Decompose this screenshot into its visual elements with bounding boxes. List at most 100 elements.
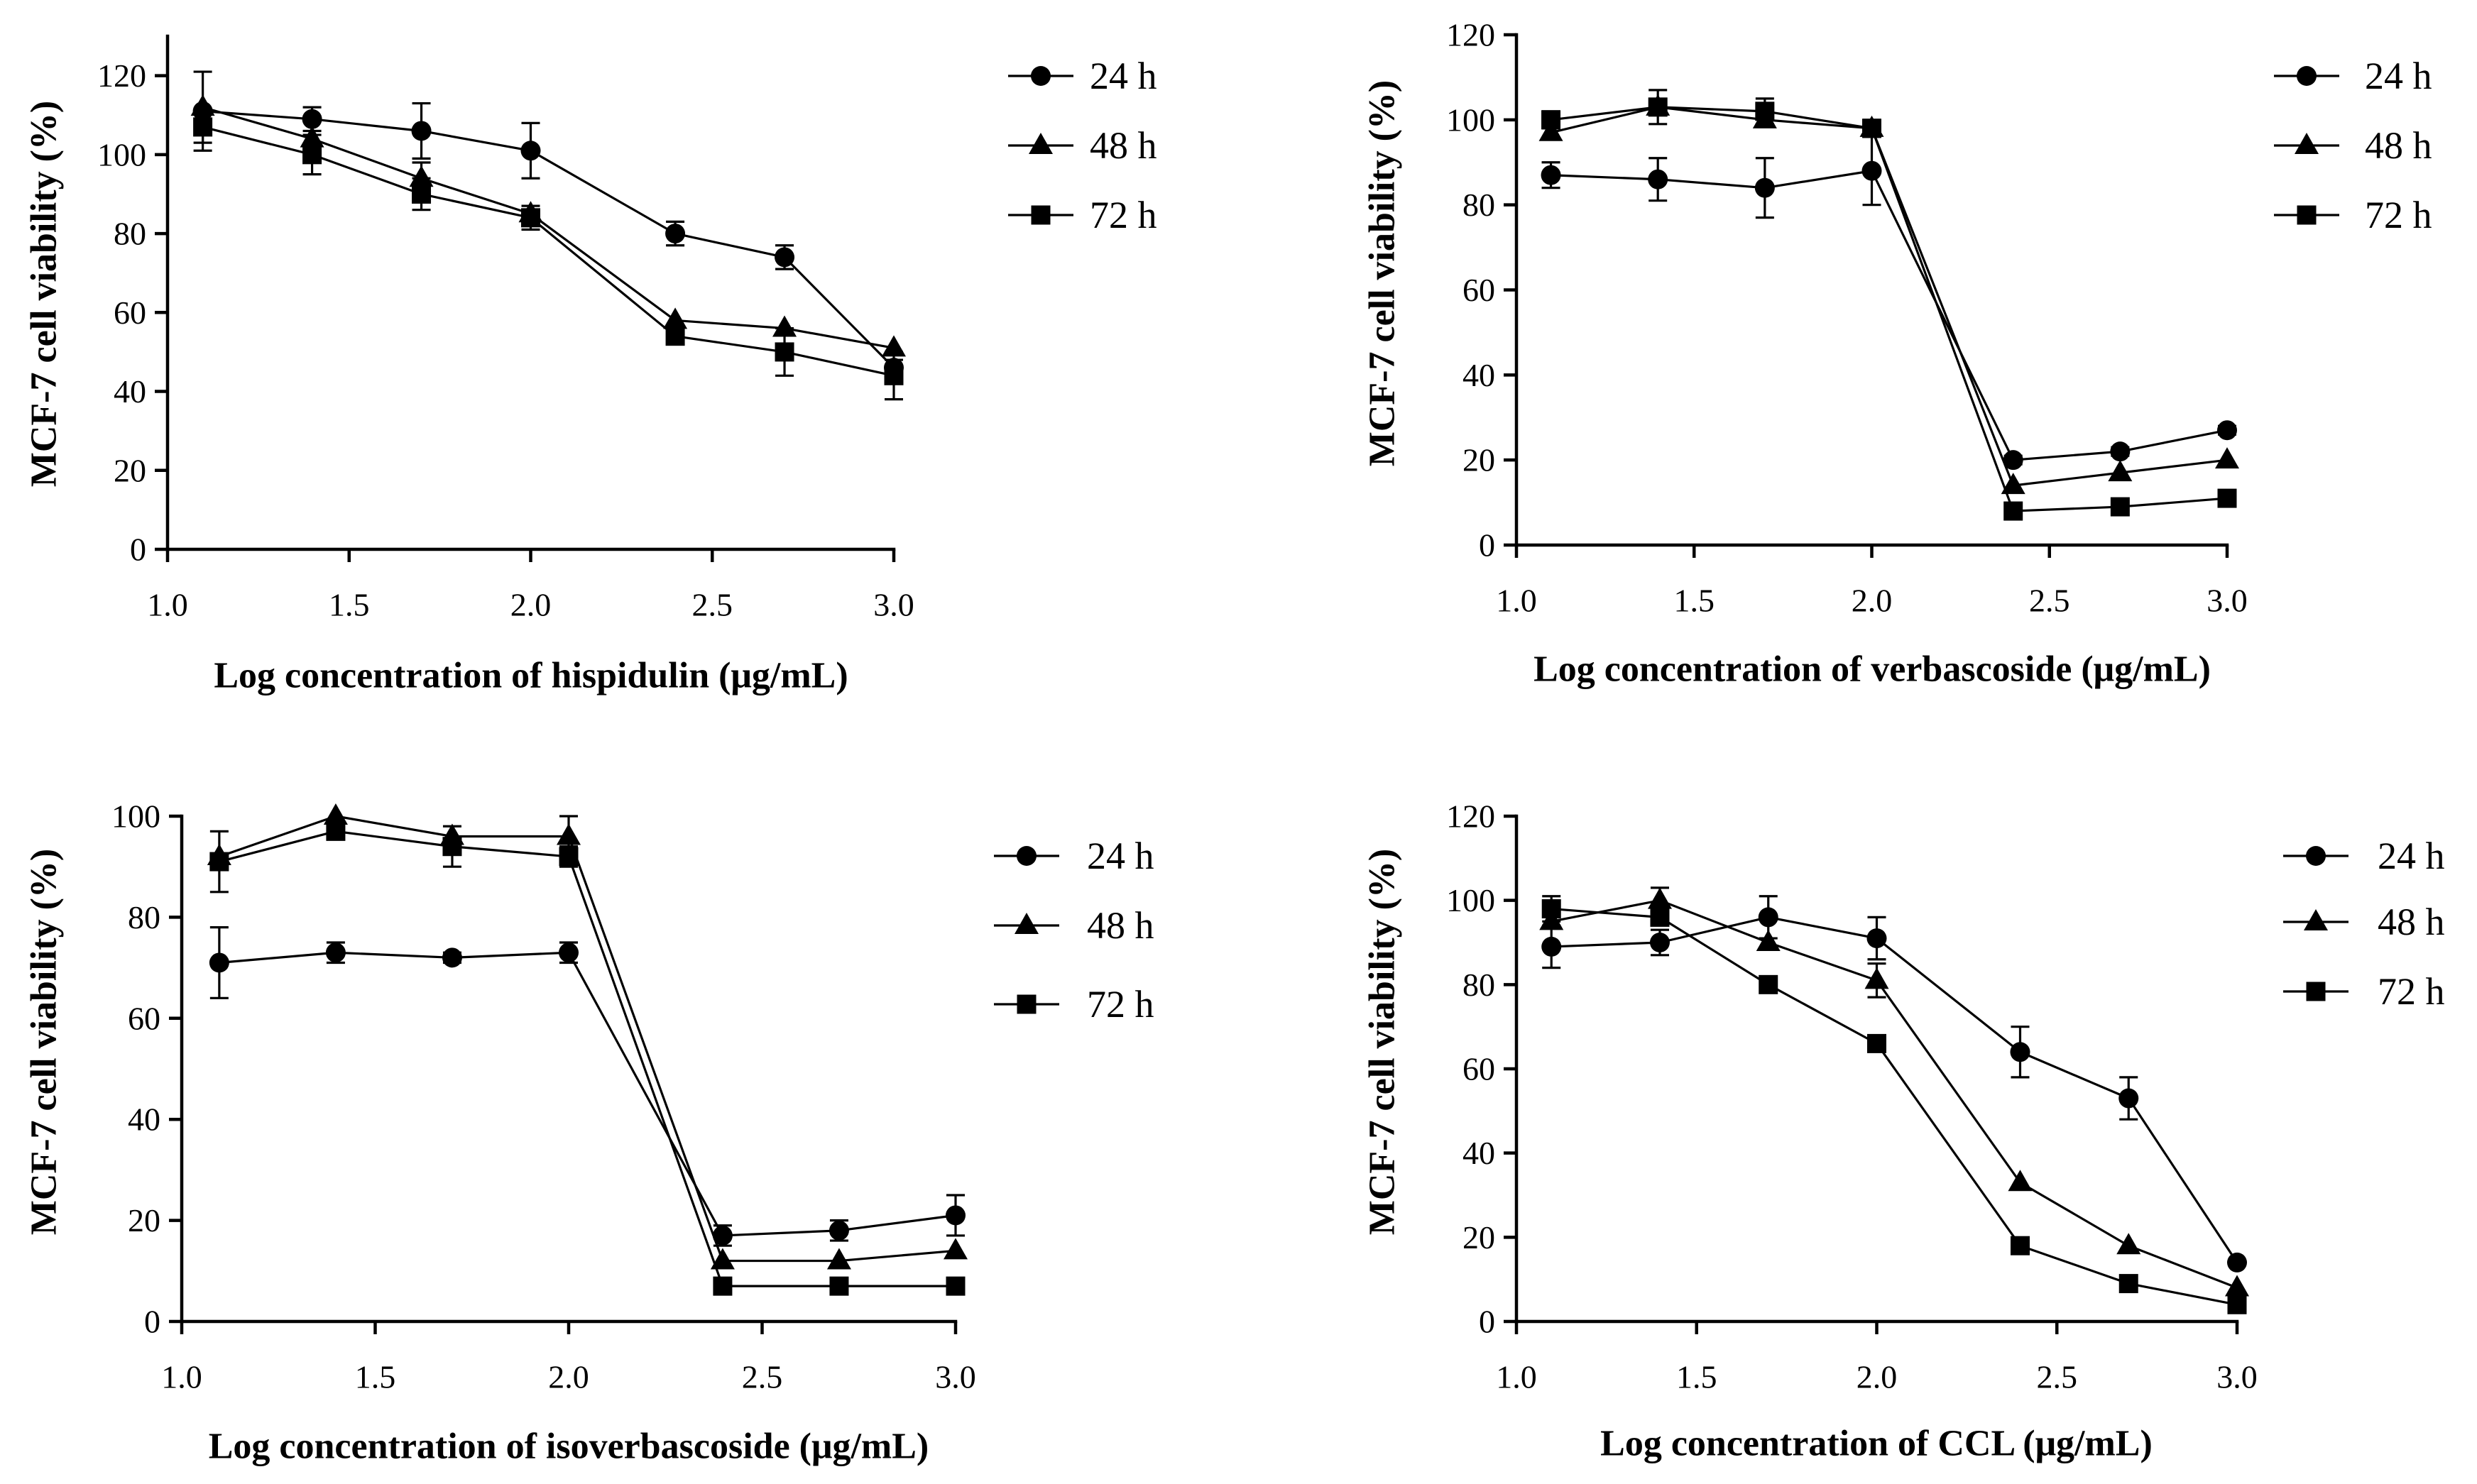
series-line-24h bbox=[1551, 916, 2238, 1263]
data-point-48h bbox=[944, 1238, 968, 1260]
legend-item-48h: 48 h bbox=[1008, 124, 1157, 167]
y-tick-label: 100 bbox=[1446, 101, 1495, 138]
legend-item-72h: 72 h bbox=[994, 983, 1154, 1026]
legend-item-24h: 24 h bbox=[2274, 55, 2432, 97]
data-point-72h bbox=[1862, 119, 1881, 138]
chart-panel-4: 0 20 40 60 80 100 120 1.0 1.5 2.0 2.5 3.0 Log concen… bbox=[1362, 798, 2445, 1464]
data-point-48h bbox=[2116, 1233, 2141, 1255]
data-point-48h bbox=[1539, 908, 1564, 930]
data-point-24h bbox=[302, 109, 322, 129]
data-point-72h bbox=[2003, 501, 2023, 521]
legend-label: 48 h bbox=[1087, 904, 1154, 947]
x-axis-title: Log concentration of hispidulin (μg/mL) bbox=[214, 656, 848, 696]
data-point-48h bbox=[882, 335, 906, 357]
y-tick-label: 80 bbox=[1462, 187, 1495, 223]
legend-label: 24 h bbox=[2378, 835, 2445, 877]
data-point-24h bbox=[2110, 441, 2131, 462]
x-tick-label: 3.0 bbox=[935, 1359, 976, 1395]
y-tick-label: 20 bbox=[114, 452, 146, 488]
y-tick-label: 0 bbox=[1479, 1304, 1495, 1340]
legend-marker-triangle bbox=[1015, 913, 1039, 934]
data-point-72h bbox=[884, 365, 904, 385]
y-tick-label: 100 bbox=[111, 798, 160, 835]
data-point-72h bbox=[2118, 1274, 2138, 1294]
legend-marker-square bbox=[2297, 205, 2317, 225]
y-tick-label: 60 bbox=[1462, 1051, 1495, 1087]
data-point-48h bbox=[772, 315, 797, 337]
data-point-72h bbox=[412, 184, 432, 204]
y-tick-label: 40 bbox=[1462, 357, 1495, 393]
data-point-72h bbox=[829, 1276, 849, 1296]
data-point-24h bbox=[411, 121, 432, 141]
data-point-48h bbox=[663, 307, 688, 329]
data-point-72h bbox=[521, 208, 540, 228]
x-tick-label: 3.0 bbox=[2216, 1359, 2258, 1395]
y-tick-label: 20 bbox=[1462, 442, 1495, 478]
x-tick-label: 3.0 bbox=[873, 587, 914, 623]
data-point-72h bbox=[2217, 488, 2237, 508]
legend-marker-triangle bbox=[2295, 133, 2319, 154]
data-point-72h bbox=[946, 1276, 966, 1296]
data-point-24h bbox=[325, 942, 346, 963]
data-point-24h bbox=[1541, 936, 1562, 957]
data-point-72h bbox=[1648, 97, 1668, 117]
data-point-48h bbox=[826, 1248, 851, 1270]
data-point-48h bbox=[710, 1248, 735, 1270]
data-point-24h bbox=[2217, 420, 2237, 441]
data-point-24h bbox=[1758, 907, 1778, 928]
x-tick-label: 2.0 bbox=[548, 1359, 589, 1395]
data-point-24h bbox=[559, 942, 579, 963]
data-point-24h bbox=[442, 947, 462, 968]
data-point-72h bbox=[1759, 974, 1778, 994]
y-tick-label: 40 bbox=[128, 1101, 160, 1138]
legend-item-48h: 48 h bbox=[2274, 124, 2432, 167]
legend: 24 h 48 h 72 h bbox=[994, 835, 1154, 1026]
data-point-48h bbox=[1538, 119, 1563, 141]
data-point-24h bbox=[209, 952, 229, 973]
y-axis-title: MCF-7 cell viability (%) bbox=[24, 101, 65, 487]
data-point-72h bbox=[193, 117, 213, 137]
y-axis-title: MCF-7 cell viability (%) bbox=[1362, 849, 1403, 1235]
data-point-24h bbox=[665, 224, 686, 244]
data-point-72h bbox=[775, 342, 794, 362]
legend-item-24h: 24 h bbox=[994, 835, 1154, 877]
y-tick-label: 60 bbox=[114, 295, 146, 331]
data-point-72h bbox=[1541, 110, 1561, 130]
y-tick-label: 0 bbox=[1479, 527, 1495, 564]
x-tick-label: 3.0 bbox=[2207, 583, 2248, 619]
x-tick-label: 1.5 bbox=[1676, 1359, 1717, 1395]
data-point-24h bbox=[520, 141, 541, 161]
series-line-24h bbox=[1551, 170, 2228, 461]
legend-label: 24 h bbox=[1090, 55, 1157, 97]
series-line-48h bbox=[219, 815, 956, 1263]
legend-marker-square bbox=[1031, 205, 1051, 225]
data-point-48h bbox=[2225, 1275, 2249, 1297]
data-point-24h bbox=[2118, 1088, 2139, 1109]
legend: 24 h 48 h 72 h bbox=[2283, 835, 2445, 1013]
data-point-72h bbox=[713, 1276, 733, 1296]
series-line-24h bbox=[219, 951, 956, 1237]
data-point-72h bbox=[665, 326, 685, 346]
legend-label: 72 h bbox=[2378, 970, 2445, 1013]
legend-label: 48 h bbox=[2365, 124, 2432, 167]
data-point-72h bbox=[1541, 899, 1561, 919]
data-point-24h bbox=[1754, 177, 1775, 198]
data-point-24h bbox=[2010, 1042, 2030, 1062]
y-axis-title: MCF-7 cell viability (%) bbox=[24, 849, 65, 1235]
data-point-72h bbox=[1867, 1033, 1886, 1053]
x-axis-title: Log concentration of verbascoside (μg/mL… bbox=[1533, 649, 2211, 690]
chart-panel-1: 0 20 40 60 80 100 120 1.0 1.5 2.0 2.5 3.0 Log concen… bbox=[24, 34, 1157, 696]
data-point-24h bbox=[829, 1220, 849, 1241]
data-point-72h bbox=[1755, 101, 1775, 121]
legend-marker-circle bbox=[2297, 66, 2317, 86]
data-point-72h bbox=[559, 847, 579, 867]
chart-panel-2: 0 20 40 60 80 100 120 1.0 1.5 2.0 2.5 3.0 Log concen… bbox=[1362, 17, 2432, 690]
legend-item-72h: 72 h bbox=[1008, 194, 1157, 236]
data-point-48h bbox=[409, 165, 434, 187]
data-point-72h bbox=[326, 821, 346, 841]
legend-item-72h: 72 h bbox=[2283, 970, 2445, 1013]
y-tick-label: 0 bbox=[130, 532, 146, 568]
legend-item-48h: 48 h bbox=[994, 904, 1154, 947]
legend-marker-circle bbox=[1031, 66, 1051, 86]
